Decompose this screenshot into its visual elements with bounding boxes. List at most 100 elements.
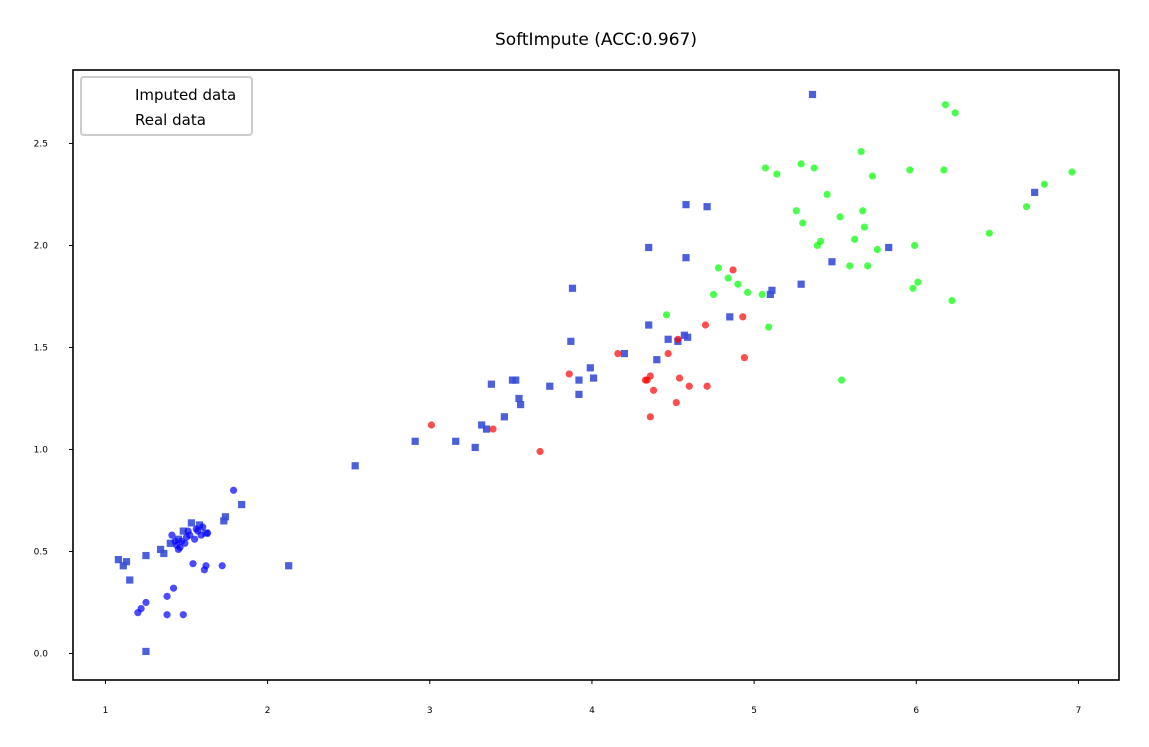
imputed-point (515, 394, 523, 403)
real-point-class0 (142, 598, 150, 607)
imputed-point (567, 337, 575, 345)
imputed-point (586, 364, 594, 372)
real-point-class1 (674, 335, 682, 343)
real-point-class2 (773, 170, 781, 178)
imputed-point (238, 500, 246, 509)
x-tick-label: 2 (265, 706, 271, 716)
legend-entry-imputed: Imputed data (135, 86, 236, 104)
real-point-class0 (192, 525, 200, 533)
real-point-class2 (823, 190, 831, 199)
x-tick-label: 1 (103, 706, 109, 716)
imputed-point (664, 335, 672, 343)
real-point-class2 (797, 160, 805, 168)
real-point-class2 (864, 262, 872, 270)
real-point-class1 (649, 386, 658, 394)
imputed-point (653, 356, 661, 364)
imputed-point (119, 562, 127, 570)
real-point-class2 (851, 235, 859, 243)
real-point-class2 (940, 166, 948, 174)
legend: Imputed data Real data (80, 76, 253, 136)
real-point-class0 (181, 539, 189, 547)
real-point-class2 (758, 290, 766, 299)
imputed-point (142, 647, 150, 656)
imputed-point (645, 321, 653, 329)
real-point-class0 (163, 592, 171, 600)
imputed-point (516, 400, 525, 409)
imputed-point (221, 513, 230, 521)
imputed-point (766, 290, 774, 299)
imputed-point (174, 535, 183, 543)
real-point-class2 (817, 237, 825, 245)
real-point-class0 (204, 529, 212, 537)
real-point-class2 (734, 280, 742, 288)
imputed-point (487, 380, 495, 388)
real-point-class2 (836, 213, 844, 221)
real-point-class2 (857, 148, 865, 156)
chart-title: SoftImpute (ACC:0.967) (495, 30, 697, 50)
x-tick-label: 4 (589, 706, 595, 716)
plot-frame (72, 69, 1120, 681)
real-point-class2 (1068, 168, 1076, 176)
real-point-class2 (906, 166, 914, 174)
imputed-point (411, 437, 419, 445)
imputed-point (179, 527, 187, 535)
real-point-class2 (868, 172, 877, 180)
real-point-class0 (229, 486, 238, 494)
real-point-class2 (709, 290, 718, 299)
imputed-point (546, 382, 554, 390)
real-point-class2 (792, 207, 800, 215)
real-point-class2 (873, 245, 881, 254)
imputed-point (187, 519, 195, 527)
imputed-point (682, 201, 690, 209)
y-tick-label: 2.0 (34, 241, 49, 251)
real-point-class2 (859, 207, 867, 215)
imputed-point (768, 286, 776, 294)
legend-entry-real: Real data (135, 111, 206, 129)
axis-ticks: 1 2 3 4 5 6 7 0.0 0.5 1.0 1.5 2.0 2.5 (34, 139, 1082, 716)
y-tick-label: 0.0 (34, 649, 49, 659)
real-point-class2 (662, 311, 671, 319)
real-point-class2 (951, 109, 959, 117)
real-point-class2 (761, 164, 770, 172)
real-point-class0 (173, 541, 181, 549)
imputed-point (620, 349, 628, 358)
real-point-class1 (427, 421, 435, 429)
imputed-point (575, 376, 583, 384)
x-tick-label: 6 (913, 706, 919, 716)
real-point-class1 (664, 349, 672, 358)
imputed-point (122, 558, 131, 566)
legend-box (80, 76, 253, 136)
y-tick-label: 2.5 (34, 139, 48, 149)
imputed-point (482, 425, 491, 433)
real-point-class1 (672, 398, 680, 407)
real-point-class1 (536, 447, 544, 456)
imputed-point (166, 539, 174, 547)
y-tick-label: 1.5 (34, 343, 48, 353)
real-point-class1 (739, 313, 747, 321)
imputed-point (500, 413, 508, 421)
real-point-class2 (724, 274, 732, 282)
imputed-point (512, 376, 520, 384)
plot-area (114, 90, 1076, 656)
imputed-point (126, 576, 134, 584)
imputed-point (142, 551, 150, 560)
imputed-point (684, 333, 692, 341)
imputed-point (808, 90, 817, 99)
real-point-class0 (202, 562, 210, 570)
real-point-class2 (985, 229, 993, 237)
real-point-class2 (948, 296, 956, 305)
real-point-class2 (941, 101, 950, 109)
imputed-point (156, 545, 165, 554)
imputed-point (726, 313, 734, 321)
real-point-class2 (1022, 203, 1031, 211)
real-point-class0 (199, 523, 207, 531)
imputed-point (682, 254, 690, 262)
real-point-class1 (729, 266, 737, 274)
real-point-class1 (646, 413, 654, 421)
real-point-class0 (189, 560, 197, 568)
x-tick-label: 5 (751, 706, 757, 716)
real-point-class2 (911, 241, 919, 250)
x-tick-label: 7 (1076, 706, 1082, 716)
imputed-point (478, 421, 486, 429)
